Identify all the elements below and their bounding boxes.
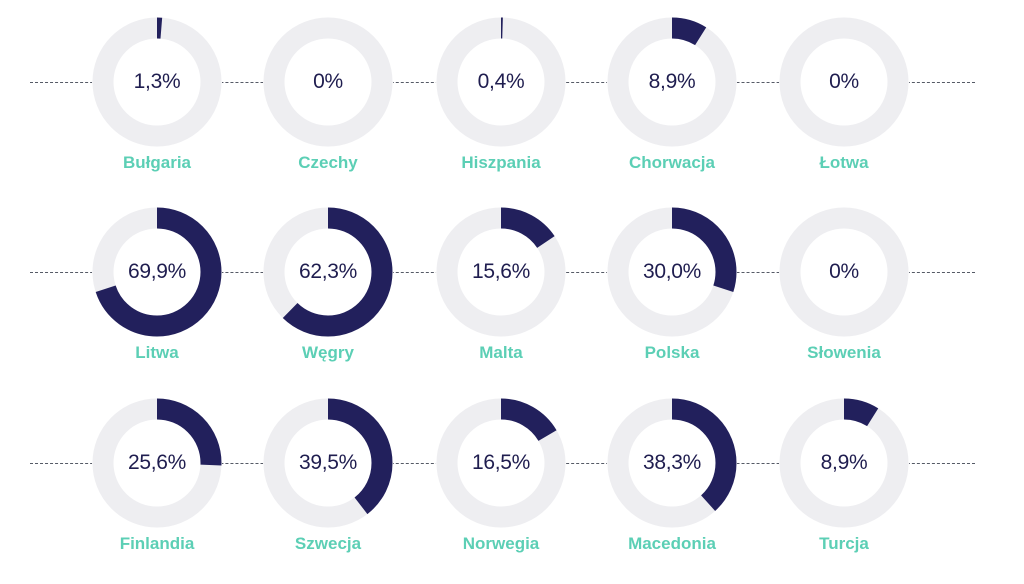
- donut-value-arc: [779, 398, 909, 528]
- donut-svg: [436, 398, 566, 528]
- donut-svg: [92, 17, 222, 147]
- donut-value-arc: [436, 398, 566, 528]
- donut: 16,5%: [436, 398, 566, 528]
- donut-value-label: 30,0%: [642, 260, 702, 283]
- donut-svg: [92, 207, 222, 337]
- donut-item: 0,4% Hiszpania: [431, 17, 571, 192]
- donut: 0%: [779, 17, 909, 147]
- donut-item: 0% Łotwa: [774, 17, 914, 192]
- donut-value-label: 15,6%: [471, 260, 531, 283]
- country-label: Norwegia: [462, 534, 540, 553]
- donut-item: 16,5% Norwegia: [431, 398, 571, 573]
- donut-value-label: 8,9%: [648, 70, 696, 93]
- donut-value-label: 38,3%: [642, 451, 702, 474]
- donut-item: 8,9% Chorwacja: [602, 17, 742, 192]
- donut-track: [779, 207, 909, 337]
- donut-value-label: 0,4%: [477, 70, 525, 93]
- donut-value-arc: [607, 207, 737, 337]
- donut-value-arc: [92, 207, 222, 337]
- country-label: Łotwa: [819, 153, 869, 172]
- donut-item: 39,5% Szwecja: [258, 398, 398, 573]
- donut: 0%: [263, 17, 393, 147]
- country-label: Słowenia: [807, 343, 881, 362]
- donut-value-label: 16,5%: [471, 451, 531, 474]
- country-label: Chorwacja: [629, 153, 715, 172]
- donut-item: 38,3% Macedonia: [602, 398, 742, 573]
- country-label: Malta: [479, 343, 523, 362]
- country-label: Hiszpania: [461, 153, 541, 172]
- donut: 69,9%: [92, 207, 222, 337]
- donut-track: [779, 17, 909, 147]
- donut-item: 15,6% Malta: [431, 207, 571, 382]
- donut-value-arc: [92, 17, 222, 147]
- country-label: Macedonia: [628, 534, 716, 553]
- donut-value-label: 69,9%: [127, 260, 187, 283]
- donut: 30,0%: [607, 207, 737, 337]
- donut-value-label: 1,3%: [133, 70, 181, 93]
- donut: 39,5%: [263, 398, 393, 528]
- donut-value-label: 8,9%: [820, 451, 868, 474]
- donut: 25,6%: [92, 398, 222, 528]
- donut-svg: [779, 17, 909, 147]
- donut-item: 8,9% Turcja: [774, 398, 914, 573]
- donut: 0%: [779, 207, 909, 337]
- donut: 1,3%: [92, 17, 222, 147]
- donut-track: [263, 17, 393, 147]
- donut: 8,9%: [607, 17, 737, 147]
- country-label: Turcja: [819, 534, 869, 553]
- donut: 62,3%: [263, 207, 393, 337]
- donut-value-arc: [263, 207, 393, 337]
- donut-value-arc: [263, 398, 393, 528]
- country-label: Polska: [644, 343, 700, 362]
- donut-svg: [607, 398, 737, 528]
- donut-value-label: 25,6%: [127, 451, 187, 474]
- donut-value-label: 0%: [829, 260, 859, 283]
- country-label: Czechy: [298, 153, 358, 172]
- donut-svg: [436, 207, 566, 337]
- donut-item: 1,3% Bułgaria: [87, 17, 227, 192]
- donut-item: 0% Słowenia: [774, 207, 914, 382]
- donut-svg: [779, 207, 909, 337]
- donut-item: 0% Czechy: [258, 17, 398, 192]
- country-label: Węgry: [302, 343, 354, 362]
- donut-value-label: 0%: [829, 70, 859, 93]
- donut-value-arc: [607, 398, 737, 528]
- donut-value-arc: [92, 398, 222, 528]
- donut-item: 25,6% Finlandia: [87, 398, 227, 573]
- country-label: Litwa: [135, 343, 179, 362]
- donut-value-label: 62,3%: [298, 260, 358, 283]
- donut-value-label: 0%: [313, 70, 343, 93]
- country-label: Szwecja: [294, 534, 362, 553]
- donut-svg: [263, 398, 393, 528]
- donut-value-label: 39,5%: [298, 451, 358, 474]
- donut-item: 30,0% Polska: [602, 207, 742, 382]
- donut: 15,6%: [436, 207, 566, 337]
- donut-value-arc: [607, 17, 737, 147]
- donut-svg: [607, 17, 737, 147]
- donut-svg: [779, 398, 909, 528]
- donut-svg: [607, 207, 737, 337]
- donut-svg: [92, 398, 222, 528]
- donut: 0,4%: [436, 17, 566, 147]
- donut-svg: [263, 17, 393, 147]
- donut-svg: [436, 17, 566, 147]
- donut-item: 62,3% Węgry: [258, 207, 398, 382]
- country-label: Bułgaria: [122, 153, 192, 172]
- donut-svg: [263, 207, 393, 337]
- donut-value-arc: [436, 207, 566, 337]
- donut: 38,3%: [607, 398, 737, 528]
- donut-item: 69,9% Litwa: [87, 207, 227, 382]
- country-label: Finlandia: [119, 534, 195, 553]
- donut-value-arc: [436, 17, 566, 147]
- donut: 8,9%: [779, 398, 909, 528]
